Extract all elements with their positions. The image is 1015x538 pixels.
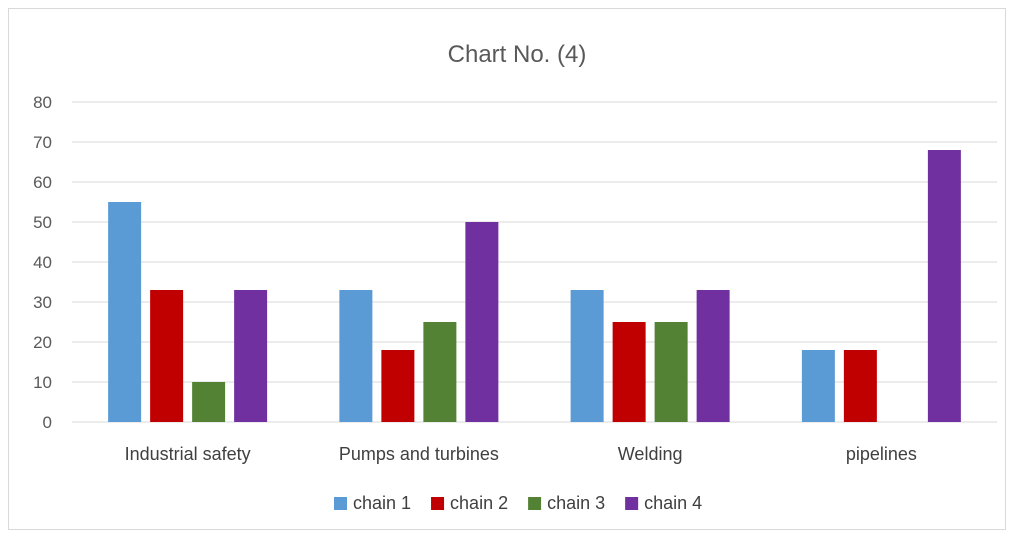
legend-swatch [431,497,445,510]
legend: chain 1 chain 2 chain 3 chain 4 [334,493,702,513]
bar-chain-4-0 [234,290,268,422]
bar-chain-3-0 [192,382,226,422]
bar-chain-2-0 [150,290,184,422]
bar-chain-3-1 [423,322,457,422]
chart-title: Chart No. (4) [448,41,587,68]
x-axis-categories: Industrial safety Pumps and turbines Weldi… [125,444,917,464]
x-category-label: Welding [618,444,683,464]
gridlines [72,101,997,423]
bars [108,150,961,422]
y-tick-label: 60 [33,173,52,192]
x-category-label: Pumps and turbines [339,444,499,464]
bar-chain-4-1 [465,222,499,422]
bar-chain-1-1 [339,290,373,422]
legend-swatch [625,497,639,510]
y-tick-label: 50 [33,213,52,232]
x-category-label: Industrial safety [125,444,251,464]
y-tick-label: 0 [43,413,52,432]
bar-chain-1-2 [570,290,604,422]
legend-label: chain 1 [353,493,411,513]
bar-chain-4-2 [696,290,730,422]
legend-label: chain 2 [450,493,508,513]
x-category-label: pipelines [846,444,917,464]
y-axis-ticks: 0 10 20 30 40 50 60 70 80 [33,93,52,432]
y-tick-label: 30 [33,293,52,312]
bar-chain-2-3 [843,350,877,422]
y-tick-label: 80 [33,93,52,112]
y-tick-label: 10 [33,373,52,392]
legend-swatch [528,497,542,510]
chart-frame [8,8,1006,530]
legend-label: chain 3 [547,493,605,513]
y-tick-label: 70 [33,133,52,152]
bar-chain-1-0 [108,202,142,422]
bar-chain-2-1 [381,350,415,422]
bar-chain-2-2 [612,322,646,422]
y-tick-label: 40 [33,253,52,272]
legend-label: chain 4 [644,493,702,513]
bar-chain-4-3 [927,150,961,422]
y-tick-label: 20 [33,333,52,352]
bar-chain-3-2 [654,322,688,422]
legend-swatch [334,497,347,510]
bar-chain-1-3 [801,350,835,422]
